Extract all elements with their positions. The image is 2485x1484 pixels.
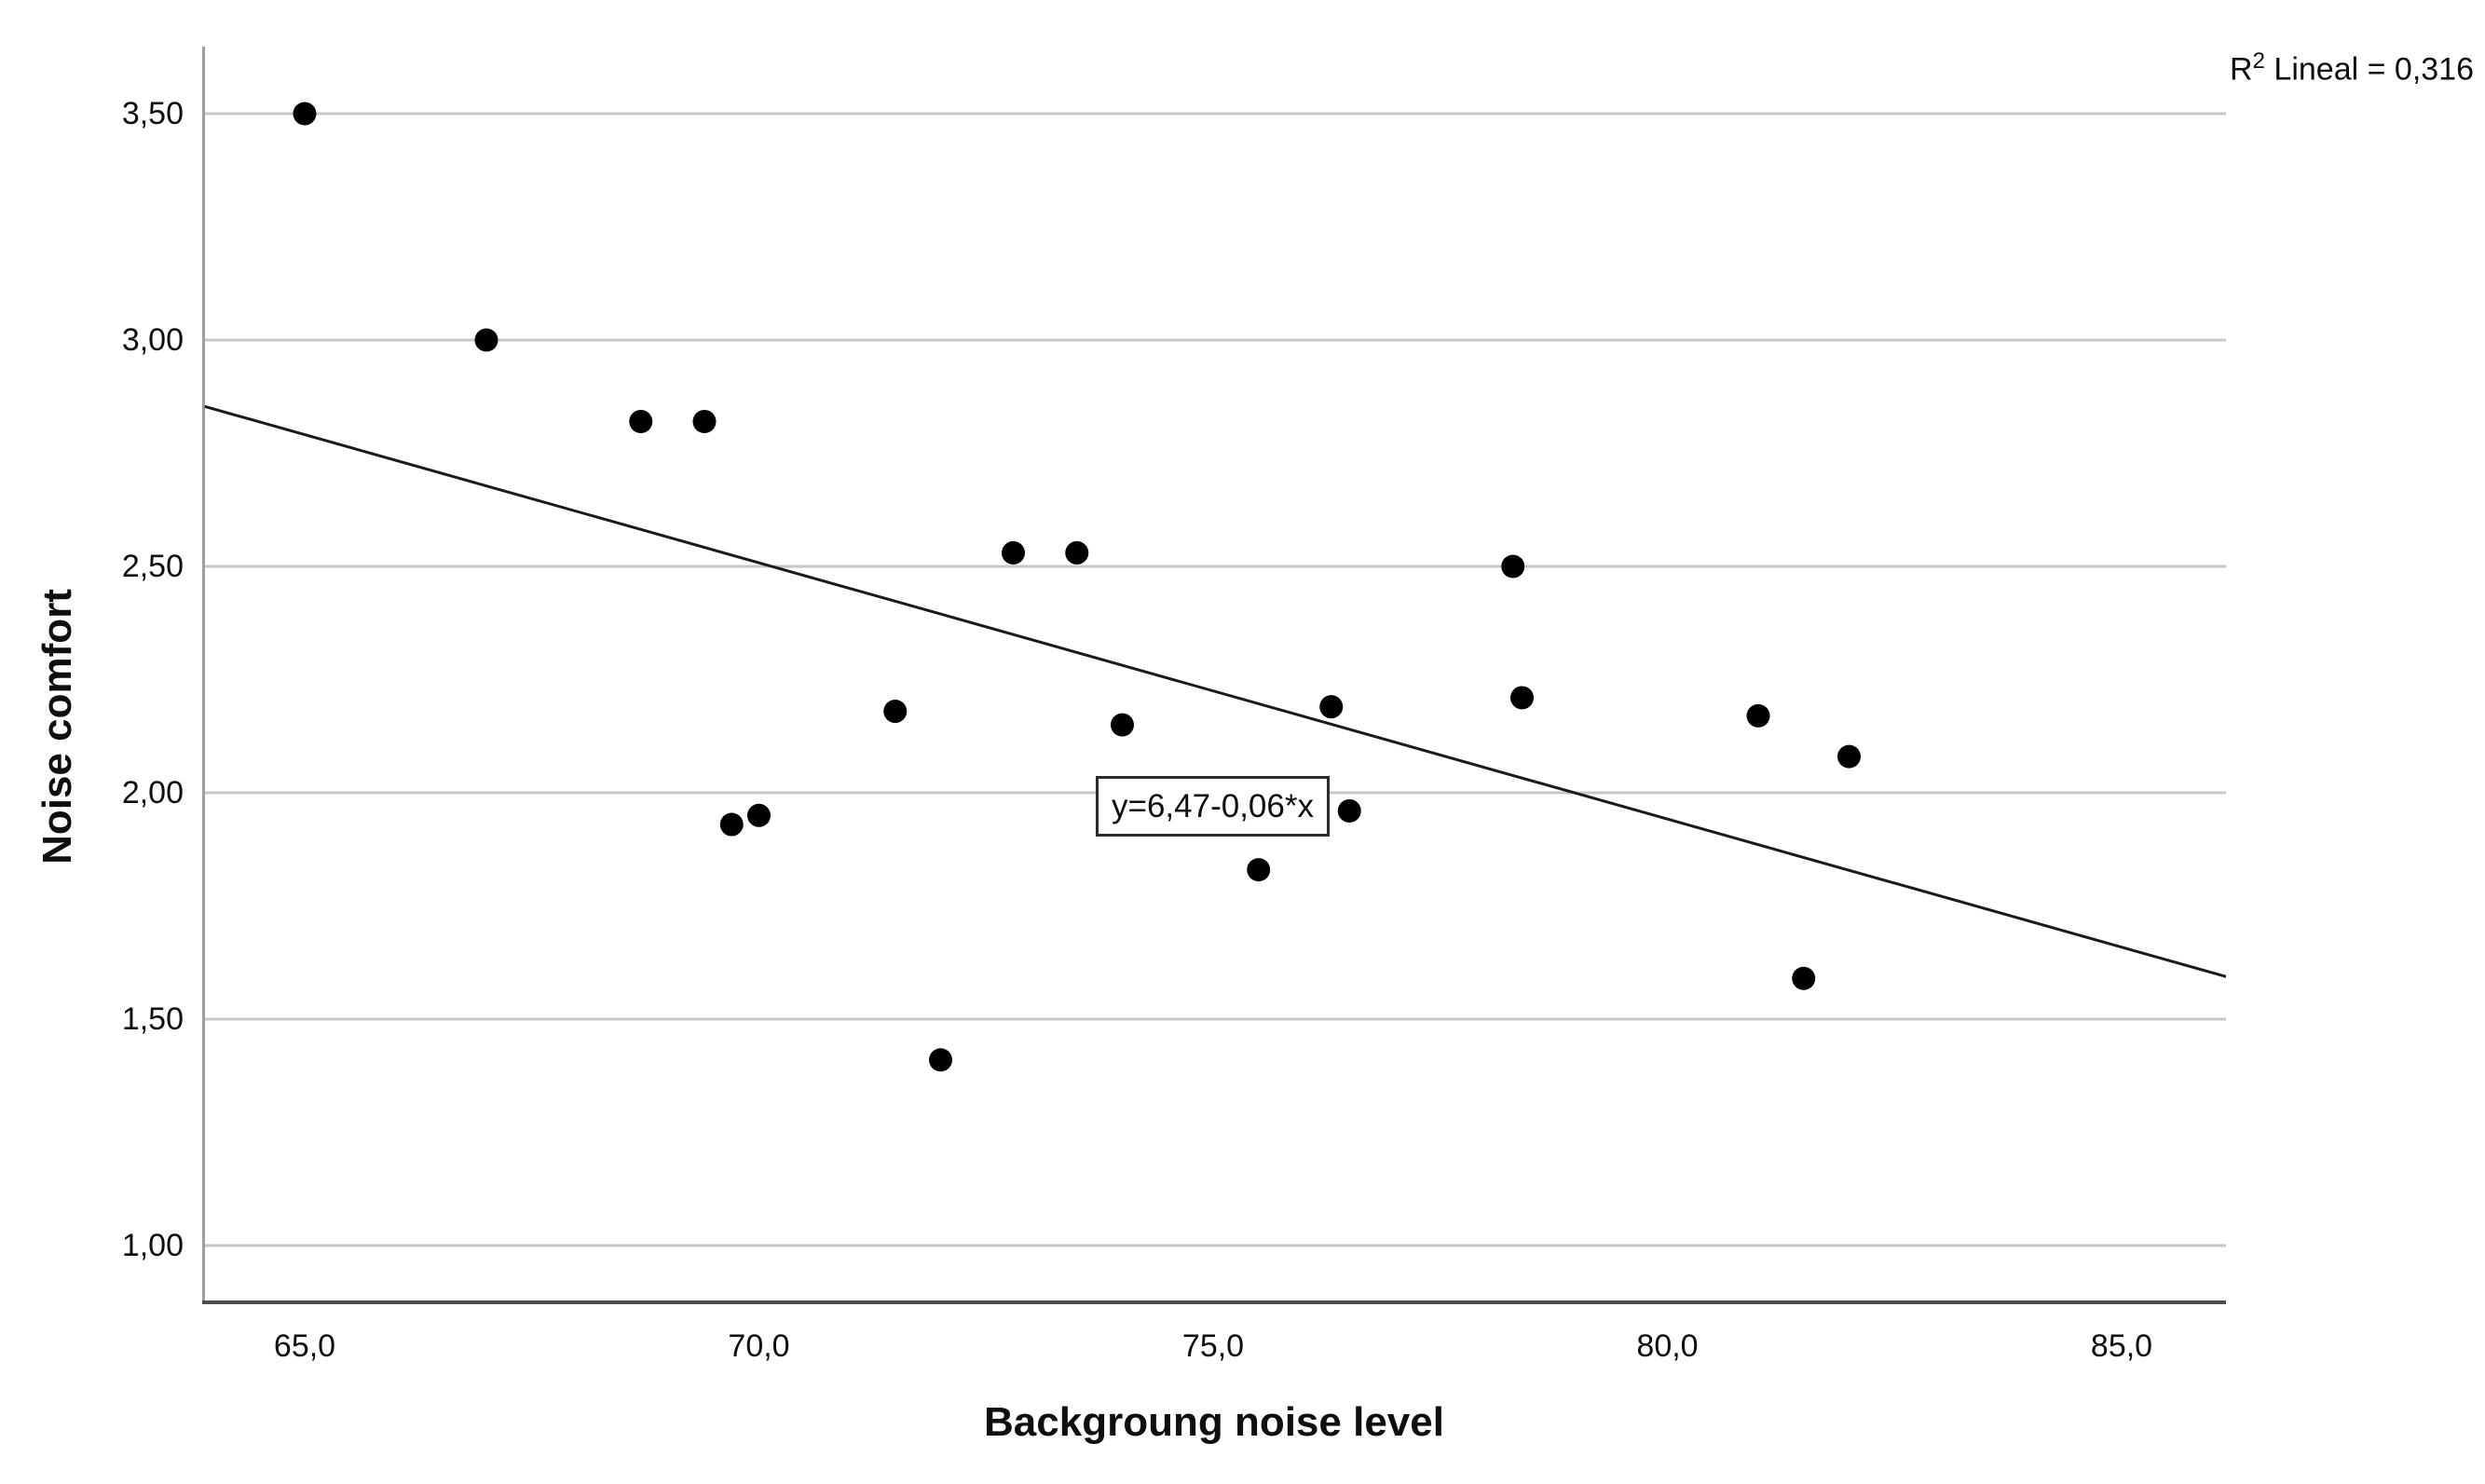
data-point: [1792, 966, 1816, 990]
y-axis-title: Noise comfort: [34, 589, 80, 865]
r-squared-label: R2 Lineal = 0,316: [2003, 48, 2474, 88]
y-tick-label: 1,00: [121, 1228, 184, 1263]
data-point: [883, 700, 908, 724]
data-point: [474, 328, 498, 352]
data-point: [719, 812, 744, 837]
regression-line: [204, 404, 2226, 978]
data-point: [1002, 540, 1025, 565]
data-point: [692, 409, 717, 433]
data-point: [1111, 713, 1134, 737]
data-point: [629, 409, 653, 433]
data-point: [1501, 554, 1525, 579]
x-tick-label: 75,0: [1181, 1328, 1245, 1364]
regression-equation-box: y=6,47-0,06*x: [1096, 776, 1330, 837]
y-tick-label: 3,00: [121, 322, 184, 358]
y-tick-label: 2,00: [121, 775, 184, 810]
data-point: [929, 1048, 952, 1072]
data-point: [1746, 703, 1770, 728]
r-squared-exponent: 2: [2252, 48, 2265, 74]
x-axis-title: Backgroung noise level: [984, 1399, 1444, 1445]
y-tick-label: 2,50: [121, 549, 184, 584]
r-squared-value: Lineal = 0,316: [2264, 51, 2474, 88]
x-tick-label: 70,0: [728, 1328, 790, 1364]
data-point: [1837, 744, 1861, 769]
x-tick-label: 80,0: [1636, 1328, 1699, 1364]
data-point: [1337, 798, 1361, 823]
data-point: [293, 102, 317, 126]
data-point: [747, 803, 771, 827]
y-tick-label: 3,50: [121, 96, 184, 131]
data-point: [1065, 540, 1089, 565]
plot-area: [202, 47, 2226, 1304]
data-point: [1247, 858, 1271, 882]
r-squared-prefix: R: [2230, 51, 2253, 88]
data-point: [1319, 695, 1344, 719]
x-tick-label: 85,0: [2090, 1328, 2153, 1364]
y-tick-label: 1,50: [121, 1001, 184, 1037]
data-point: [1510, 686, 1534, 710]
x-tick-label: 65,0: [273, 1328, 336, 1364]
